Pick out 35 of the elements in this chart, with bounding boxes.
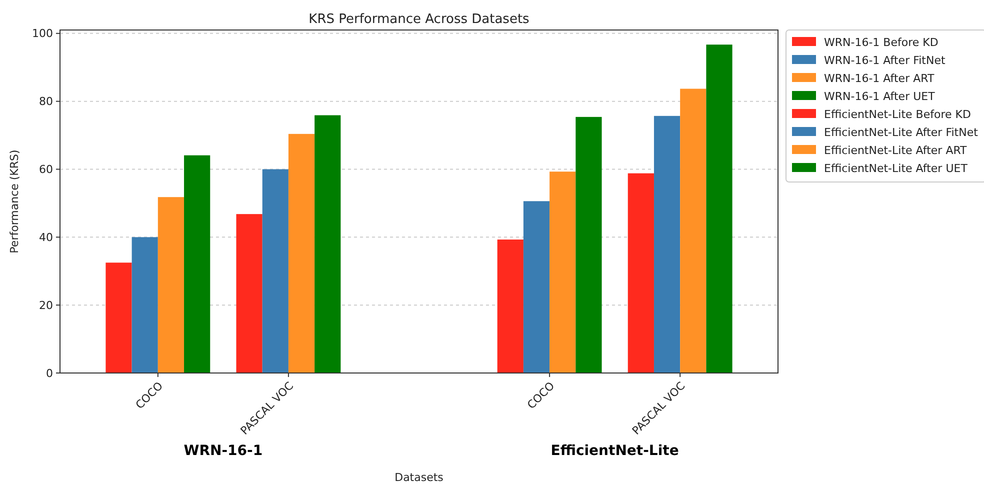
bar [314,115,341,373]
legend-label: WRN-16-1 After ART [824,72,934,85]
y-axis-title: Performance (KRS) [8,150,21,254]
legend-label: EfficientNet-Lite After ART [824,144,968,157]
x-axis-title: Datasets [394,471,444,484]
bar [680,88,706,373]
bar [132,237,158,373]
bar [706,44,732,373]
y-tick-label: 80 [39,95,53,108]
bar [654,116,680,373]
text: WRN-16-1 [184,443,263,459]
legend-label: WRN-16-1 Before KD [824,36,938,49]
bar [288,134,315,373]
bar [236,214,262,373]
y-tick-label: 0 [46,366,53,380]
y-tick-label: 40 [39,231,53,244]
chart-title: KRS Performance Across Datasets [308,12,530,27]
bar [550,172,576,373]
legend-label: EfficientNet-Lite Before KD [824,108,971,121]
bar [106,262,132,373]
bar [497,240,524,373]
legend-label: EfficientNet-Lite After UET [824,162,968,175]
legend-label: EfficientNet-Lite After FitNet [824,126,979,139]
legend-label: WRN-16-1 After FitNet [824,54,946,67]
legend-label: WRN-16-1 After UET [824,90,936,103]
y-tick-label: 60 [39,163,53,176]
bar [262,169,288,373]
bar [576,116,602,373]
text: EfficientNet-Lite [550,443,679,459]
bar [158,197,184,373]
y-tick-label: 100 [32,27,53,40]
bar [628,173,654,373]
bar [523,201,550,373]
y-tick-label: 20 [39,298,53,312]
bar [184,155,210,373]
